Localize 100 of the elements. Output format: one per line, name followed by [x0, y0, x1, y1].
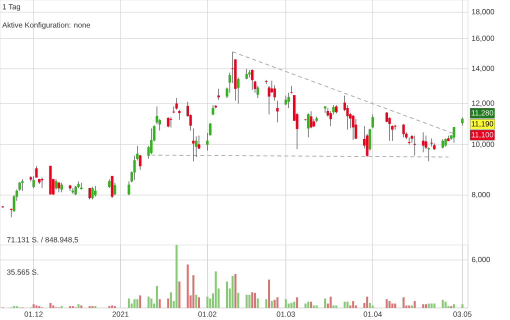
bar: [368, 302, 371, 308]
bar: [274, 300, 276, 308]
bar: [251, 292, 254, 308]
bar: [111, 305, 114, 308]
bar: [32, 304, 35, 308]
bar: [414, 301, 416, 308]
bar: [248, 294, 250, 308]
bar: [226, 282, 228, 308]
candlestick: [88, 188, 91, 200]
bar: [214, 271, 217, 308]
bar: [268, 280, 270, 308]
bar: [408, 305, 410, 308]
bar: [237, 292, 240, 308]
bar: [452, 304, 455, 308]
candlestick: [166, 116, 170, 128]
bar: [324, 298, 326, 308]
bar: [335, 305, 338, 308]
candlestick: [40, 177, 44, 188]
bar: [206, 296, 208, 308]
bar: [330, 296, 332, 308]
bar: [444, 302, 447, 308]
bar: [346, 302, 349, 308]
bar: [256, 298, 259, 308]
candlestick: [402, 124, 405, 138]
bar: [49, 302, 52, 308]
candlestick: [287, 92, 290, 108]
candlestick: [442, 138, 444, 149]
bar: [290, 302, 292, 308]
bar: [176, 244, 178, 308]
bar: [150, 298, 152, 308]
bar: [372, 305, 374, 308]
candlestick: [94, 186, 97, 197]
candlestick: [452, 126, 456, 144]
bar: [128, 298, 130, 308]
candlestick: [310, 110, 312, 129]
bar: [349, 305, 352, 308]
bar: [391, 304, 394, 308]
bar: [388, 301, 391, 308]
candlestick: [236, 77, 240, 104]
candlestick: [217, 88, 220, 100]
bar: [35, 305, 38, 308]
bar: [186, 264, 189, 308]
candlestick: [54, 178, 58, 190]
bar: [410, 305, 413, 308]
candlestick: [32, 176, 35, 188]
bar: [156, 286, 158, 308]
candlestick: [276, 100, 279, 123]
bar: [430, 304, 433, 308]
bar: [352, 301, 354, 308]
bar: [232, 276, 234, 308]
bar: [394, 304, 396, 308]
bar: [316, 305, 318, 308]
candlestick: [58, 182, 60, 193]
bar: [167, 298, 170, 308]
candlestick: [290, 86, 293, 94]
bar: [284, 299, 287, 308]
candlestick: [192, 128, 195, 162]
candlestick: [273, 84, 276, 101]
bar: [307, 302, 310, 308]
bar: [265, 299, 268, 308]
bar: [254, 292, 256, 308]
bar: [433, 304, 436, 308]
candlestick: [114, 182, 116, 196]
bar: [296, 297, 298, 308]
candlestick: [150, 128, 153, 154]
bar: [136, 299, 138, 308]
candlestick: [270, 80, 274, 94]
candlestick: [21, 178, 24, 192]
bar: [428, 304, 430, 308]
bar: [52, 305, 54, 308]
candlestick: [307, 113, 310, 138]
bar: [170, 292, 172, 308]
bar: [234, 274, 236, 308]
bar: [461, 304, 464, 308]
candlestick: [91, 186, 94, 200]
bar: [276, 297, 278, 308]
candlestick: [354, 118, 358, 140]
bar: [354, 305, 357, 308]
bar: [178, 282, 180, 308]
bar: [148, 296, 150, 308]
candlestick: [430, 138, 433, 147]
bar: [386, 299, 388, 308]
bar: [270, 301, 273, 308]
candlestick: [175, 98, 178, 110]
candlestick: [250, 69, 254, 90]
bar: [366, 296, 368, 308]
bar: [344, 302, 346, 308]
bar: [310, 302, 312, 308]
bar: [402, 297, 405, 308]
bar: [80, 305, 82, 308]
bar: [77, 304, 80, 308]
candlestick: [74, 186, 77, 196]
candlestick: [422, 132, 424, 153]
candlestick: [212, 104, 214, 116]
candlestick: [284, 95, 288, 106]
candlestick: [128, 181, 130, 196]
bar: [246, 294, 248, 308]
bar: [304, 304, 306, 308]
bar: [422, 304, 424, 308]
candlestick: [413, 135, 416, 156]
